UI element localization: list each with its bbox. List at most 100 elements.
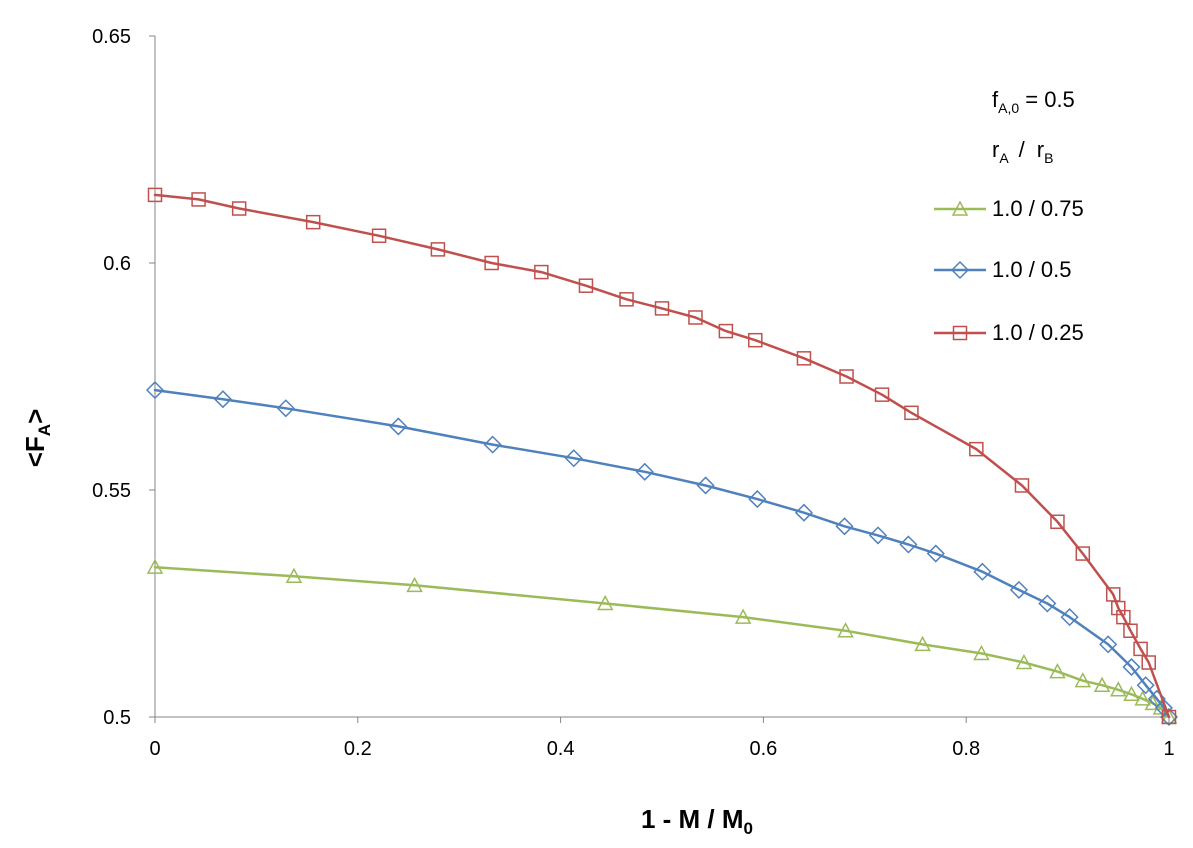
data-point-marker (145, 381, 165, 400)
data-point-marker (696, 476, 715, 495)
x-axis-ticks: 0 0.2 0.4 0.6 0.8 1 (149, 717, 1175, 760)
data-point-marker (1050, 514, 1065, 530)
y-tick-label: 0.6 (103, 253, 131, 275)
data-point-marker (635, 462, 654, 481)
data-point-marker (794, 503, 814, 522)
data-point-marker (1075, 546, 1091, 561)
data-point-marker (1099, 635, 1118, 654)
data-point-marker (1060, 608, 1079, 627)
y-axis-label: <FA> (20, 409, 54, 468)
data-point-marker (874, 387, 890, 402)
data-point-marker (1093, 676, 1111, 692)
data-point-marker (1141, 655, 1156, 670)
data-point-marker (619, 292, 634, 307)
data-point-marker (688, 310, 703, 325)
x-tick-label: 0.8 (952, 738, 980, 760)
data-point-marker (1144, 694, 1162, 711)
x-tick-label: 0 (149, 738, 160, 760)
series-2 (147, 187, 1177, 725)
data-point-marker (904, 405, 919, 421)
data-point-marker (1122, 657, 1141, 677)
data-point-marker (276, 399, 295, 418)
legend-header-fa0: fA,0 = 0.5 (992, 87, 1075, 116)
legend-entry: 1.0 / 0.5 (934, 257, 1072, 282)
data-point-marker (926, 544, 945, 563)
data-point-marker (1074, 672, 1092, 688)
data-point-marker (564, 449, 583, 468)
data-point-marker (1015, 653, 1033, 670)
data-point-marker (231, 201, 247, 216)
data-point-marker (973, 562, 992, 581)
y-tick-label: 0.55 (92, 480, 131, 502)
data-point-marker (837, 622, 854, 638)
legend-swatch-marker (950, 260, 970, 280)
data-point-marker (868, 526, 888, 545)
data-point-marker (146, 558, 164, 574)
data-point-marker (1123, 623, 1138, 638)
x-tick-label: 0.2 (344, 738, 372, 760)
data-point-marker (578, 278, 594, 293)
data-point-marker (973, 644, 990, 661)
data-point-marker (406, 576, 423, 593)
legend-label: 1.0 / 0.5 (992, 257, 1072, 282)
x-tick-label: 0.6 (749, 738, 777, 760)
data-point-marker (1049, 663, 1066, 679)
y-tick-label: 0.65 (92, 26, 131, 48)
data-point-marker (796, 351, 812, 366)
legend-label: 1.0 / 0.75 (992, 196, 1084, 221)
data-point-marker (899, 535, 918, 554)
x-tick-label: 0.4 (547, 738, 575, 760)
data-point-marker (371, 228, 387, 244)
data-point-marker (654, 301, 670, 316)
series-0 (146, 558, 1178, 724)
data-point-marker (1014, 478, 1030, 493)
data-point-marker (596, 594, 614, 611)
data-point-marker (191, 192, 206, 207)
data-point-marker (718, 323, 734, 339)
legend-swatch-marker (951, 200, 969, 216)
data-point-marker (483, 435, 502, 454)
data-point-marker (285, 567, 303, 584)
series-line (153, 388, 1171, 719)
y-tick-label: 0.5 (103, 707, 131, 729)
series-line (153, 565, 1171, 719)
data-point-marker (1110, 681, 1127, 697)
x-axis-label: 1 - M / M0 (641, 804, 753, 838)
data-point-marker (748, 332, 763, 348)
legend: fA,0 = 0.5 rA / rB 1.0 / 0.751.0 / 0.51.0 … (934, 87, 1084, 345)
data-point-marker (1136, 676, 1155, 695)
data-point-marker (147, 187, 163, 203)
data-point-marker (305, 214, 321, 230)
legend-label: 1.0 / 0.25 (992, 320, 1084, 345)
data-point-marker (430, 242, 446, 257)
data-point-marker (1134, 690, 1151, 706)
data-point-marker (1111, 600, 1126, 616)
legend-entries: 1.0 / 0.75 1.0 / 0.5 1.0 / 0.25 (934, 196, 1084, 345)
data-point-marker (534, 264, 549, 280)
data-point-marker (389, 417, 408, 436)
data-point-marker (839, 369, 854, 384)
data-point-marker (1123, 685, 1140, 702)
data-point-marker (1009, 580, 1028, 599)
legend-swatch-marker (952, 325, 968, 341)
y-axis-ticks: 0.5 0.55 0.6 0.65 (92, 26, 155, 729)
data-point-marker (1133, 641, 1148, 657)
data-point-marker (969, 441, 984, 457)
x-tick-label: 1 (1163, 738, 1174, 760)
series-layer (145, 187, 1179, 727)
data-point-marker (1154, 698, 1173, 717)
data-point-marker (914, 635, 931, 652)
data-point-marker (484, 255, 499, 271)
data-point-marker (734, 608, 752, 624)
data-point-marker (213, 390, 232, 409)
data-point-marker (748, 490, 767, 509)
data-point-marker (1159, 707, 1179, 727)
legend-entry: 1.0 / 0.25 (934, 320, 1084, 345)
data-point-marker (1038, 594, 1057, 613)
data-point-marker (1161, 709, 1177, 725)
legend-header-ratio: rA / rB (992, 137, 1053, 166)
series-1 (145, 381, 1179, 727)
data-point-marker (835, 517, 854, 536)
